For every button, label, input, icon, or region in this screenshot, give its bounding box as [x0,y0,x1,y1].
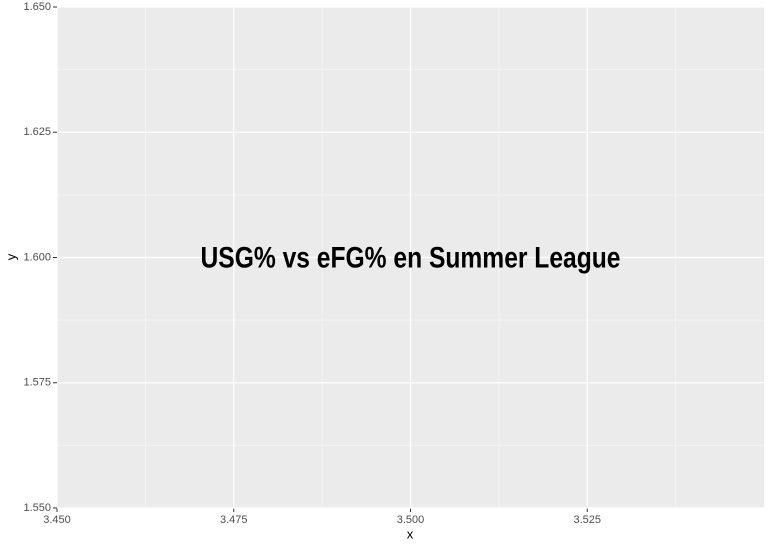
x-tick-label: 3.475 [220,514,248,526]
y-tick-label: 1.625 [23,126,51,138]
y-axis-title: y [3,253,18,260]
y-tick-label: 1.575 [23,377,51,389]
y-tick-label: 1.600 [23,251,51,263]
y-tick-label: 1.550 [23,502,51,514]
x-tick-label: 3.450 [43,514,71,526]
annotation: USG% vs eFG% en Summer League [201,241,621,274]
y-tick-label: 1.650 [23,1,51,13]
x-tick-label: 3.525 [573,514,601,526]
x-axis-title: x [407,526,414,541]
x-tick-label: 3.500 [397,514,425,526]
